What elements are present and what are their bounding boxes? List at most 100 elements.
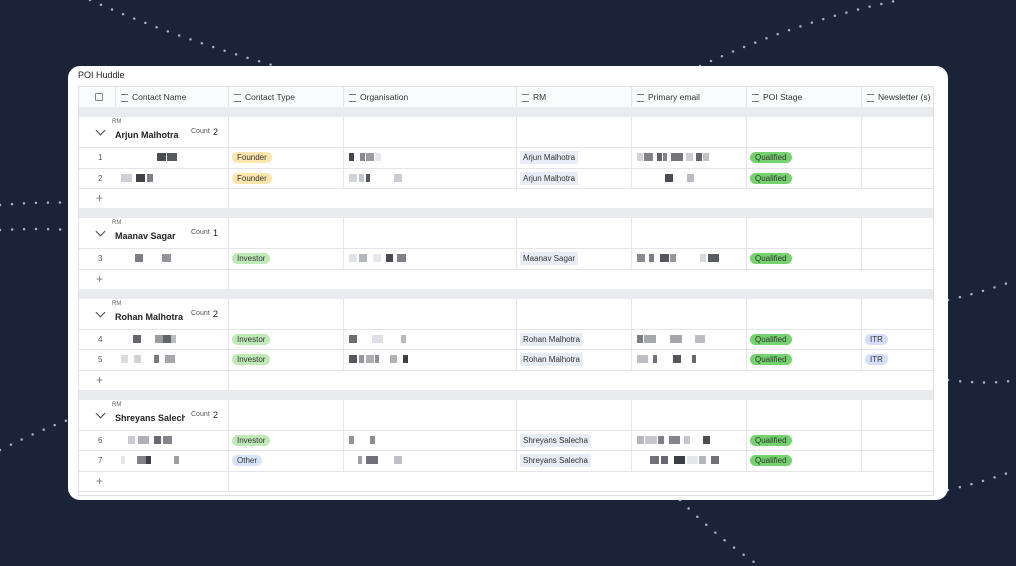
row-number: 4 — [98, 334, 103, 344]
column-line — [228, 399, 229, 491]
redacted — [672, 355, 682, 363]
column-line — [343, 298, 344, 370]
redacted — [702, 435, 710, 444]
redacted — [653, 355, 658, 363]
column-line — [343, 218, 344, 269]
select-all[interactable] — [95, 93, 103, 101]
add-row[interactable]: + — [96, 271, 104, 286]
redacted — [687, 456, 698, 464]
redacted — [694, 334, 706, 343]
group-field: RM — [112, 119, 122, 125]
redacted — [691, 355, 697, 363]
redacted — [366, 456, 378, 464]
add-row[interactable]: + — [96, 473, 104, 488]
add-row[interactable]: + — [96, 372, 104, 387]
redacted — [662, 153, 668, 161]
redacted — [649, 254, 654, 262]
stage-tag: Qualified — [750, 434, 792, 446]
group-line — [79, 248, 933, 249]
redacted — [385, 254, 394, 262]
redacted — [637, 153, 643, 161]
column-line — [228, 87, 229, 107]
collapse-toggle[interactable] — [95, 307, 106, 317]
redacted — [136, 173, 145, 182]
header-row — [79, 87, 933, 107]
redacted — [163, 334, 171, 343]
redacted — [644, 153, 654, 161]
row-line — [79, 349, 933, 350]
column-header[interactable]: Contact Name — [132, 92, 187, 102]
redacted — [167, 153, 177, 161]
redacted — [349, 254, 357, 262]
stage-tag: Qualified — [750, 333, 792, 345]
count-label: Count — [191, 309, 210, 317]
redacted — [644, 435, 657, 444]
redacted — [400, 334, 406, 343]
column-header[interactable]: Newsletter (s) — [878, 92, 931, 102]
redacted — [699, 254, 707, 262]
column-icon — [349, 94, 356, 102]
collapse-toggle[interactable] — [95, 408, 106, 418]
redacted — [673, 456, 686, 464]
redacted — [649, 456, 660, 464]
stage-tag: Qualified — [750, 354, 792, 365]
contact-type-tag: Other — [232, 455, 263, 466]
row-number: 7 — [98, 456, 103, 465]
redacted — [637, 334, 644, 343]
column-header[interactable]: POI Stage — [763, 92, 803, 102]
contact-type-tag: Investor — [232, 253, 271, 264]
column-line — [631, 218, 632, 269]
column-header[interactable]: Organisation — [360, 92, 409, 102]
column-line — [228, 117, 229, 208]
redacted — [357, 456, 363, 464]
collapse-toggle[interactable] — [95, 125, 106, 136]
row-line — [79, 268, 933, 270]
redacted — [136, 456, 146, 464]
redacted — [146, 456, 152, 464]
row-line — [79, 167, 933, 169]
row-number: 5 — [98, 355, 103, 364]
column-line — [746, 399, 747, 471]
redacted — [133, 334, 141, 343]
group-line — [79, 328, 933, 330]
stage-tag: Qualified — [750, 152, 792, 163]
redacted — [670, 153, 683, 161]
column-line — [228, 218, 229, 289]
column-icon — [752, 94, 759, 102]
column-header[interactable]: RM — [533, 92, 547, 102]
redacted — [659, 254, 669, 262]
column-header[interactable]: Primary email — [648, 92, 700, 102]
column-line — [746, 298, 747, 370]
stage-tag: Qualified — [750, 455, 792, 466]
redacted — [359, 173, 365, 182]
column-header[interactable]: Contact Type — [245, 92, 295, 102]
column-line — [343, 399, 344, 471]
redacted — [366, 173, 371, 182]
row-number: 1 — [98, 153, 103, 162]
redacted — [366, 153, 374, 161]
collapse-toggle[interactable] — [95, 226, 106, 237]
redacted — [170, 334, 176, 343]
count-label: Count — [191, 128, 210, 135]
count: 2 — [213, 308, 219, 319]
redacted — [349, 355, 357, 363]
column-line — [631, 87, 632, 107]
column-line — [516, 218, 517, 269]
column-line — [746, 117, 747, 188]
redacted — [358, 355, 365, 363]
row-number: 2 — [98, 173, 103, 183]
redacted — [699, 456, 706, 464]
redacted — [372, 334, 384, 343]
column-icon — [867, 94, 874, 102]
redacted — [162, 435, 172, 444]
row-line — [79, 369, 933, 371]
column-line — [343, 117, 344, 188]
count: 2 — [213, 127, 219, 137]
redacted — [685, 153, 694, 161]
column-line — [861, 399, 862, 471]
count-label: Count — [191, 410, 210, 418]
redacted — [365, 355, 375, 363]
add-row[interactable]: + — [96, 191, 104, 205]
contact-type-tag: Investor — [232, 354, 271, 365]
redacted — [644, 334, 656, 343]
